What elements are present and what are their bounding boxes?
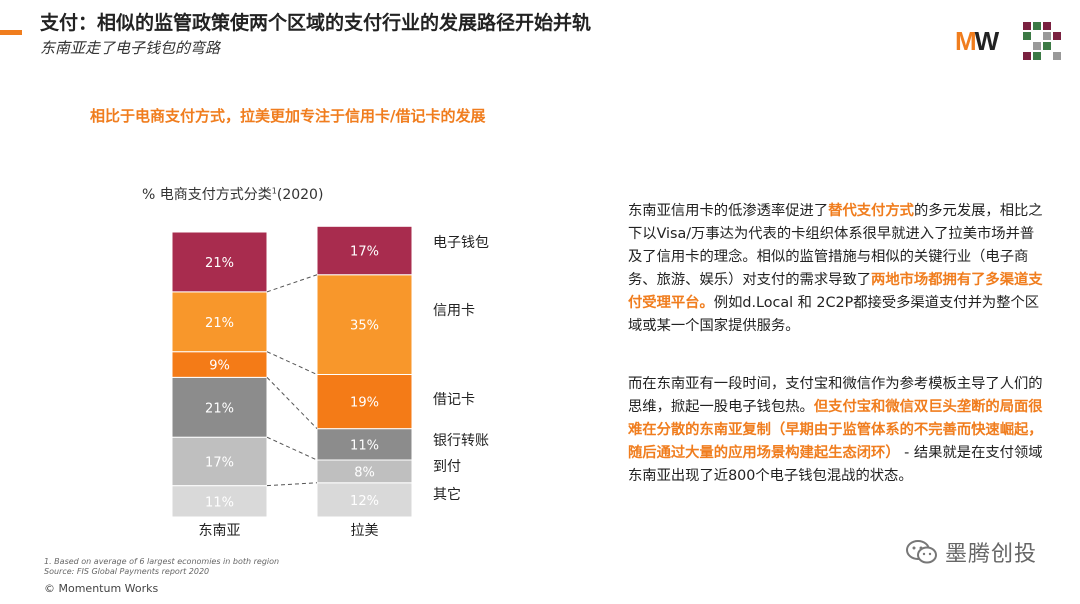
- chart-title-year: (2020): [276, 187, 324, 203]
- legend-label: 电子钱包: [433, 235, 489, 251]
- bar-value-label: 17%: [350, 245, 379, 260]
- connector-line: [266, 436, 318, 461]
- bar-segment-0-1: [171, 436, 268, 487]
- logo-grid-icon: [1023, 22, 1061, 60]
- p2-highlight-b: 但支付宝和微信双巨头垄断的局面很难在分散的东南亚复制（早期由于监管体系的不完善而…: [628, 399, 1043, 461]
- legend-label: 到付: [433, 459, 461, 475]
- bar-value-label: 21%: [205, 256, 234, 271]
- p1-highlight-b: 替代支付方式: [828, 203, 914, 219]
- legend-label: 借记卡: [433, 392, 475, 408]
- watermark-text: 墨腾创投: [945, 542, 1038, 567]
- p1-text-c: 的多元发展，相比之下以Visa/万事达为代表的卡组织体系很早就进入了拉美市场并普…: [628, 203, 1043, 288]
- bar-value-label: 19%: [350, 396, 379, 411]
- bar-value-label: 35%: [350, 319, 379, 334]
- body-paragraph-2: 而在东南亚有一段时间，支付宝和微信作为参考模板主导了人们的思维，掀起一股电子钱包…: [628, 373, 1043, 488]
- bar-segment-0-4: [171, 291, 268, 353]
- bar-value-label: 11%: [205, 495, 234, 510]
- p1-text-a: 东南亚信用卡的低渗透率促进了: [628, 203, 829, 219]
- p1-text-e: 例如d.Local 和 2C2P都接受多渠道支付并为整个区域或某一个国家提供服务…: [628, 295, 1040, 334]
- bar-value-label: 12%: [350, 494, 379, 509]
- bar-segment-0-0: [171, 485, 268, 518]
- page-subtitle: 东南亚走了电子钱包的弯路: [40, 39, 221, 57]
- bar-value-label: 21%: [205, 401, 234, 416]
- legend-label: 其它: [433, 486, 461, 503]
- connector-line: [266, 377, 318, 429]
- legend-label: 银行转账: [433, 433, 489, 449]
- bar-segment-0-2: [171, 376, 268, 438]
- bar-value-label: 21%: [205, 316, 234, 331]
- logo-letter-w: W: [974, 26, 1000, 56]
- p1-highlight-d: 两地市场都拥有了多渠道支付受理平台。: [628, 272, 1043, 311]
- body-paragraph-1: 东南亚信用卡的低渗透率促进了替代支付方式的多元发展，相比之下以Visa/万事达为…: [628, 200, 1043, 338]
- stacked-bar-chart: 11% 17% 21% 9% 21% 21% 东南亚 12% 8% 11% 19% 35% 17% 拉美 其…: [171, 225, 489, 539]
- bar-segment-1-5: [316, 225, 413, 276]
- bar-segment-1-4: [316, 274, 413, 375]
- chart-headline: 相比于电商支付方式，拉美更加专注于信用卡/借记卡的发展: [90, 107, 486, 125]
- connector-line: [266, 274, 318, 293]
- page-title: 支付：相似的监管政策使两个区域的支付行业的发展路径开始并轨: [40, 12, 592, 34]
- chart-title: % 电商支付方式分类1(2020): [142, 184, 323, 204]
- chart-title-footnote-mark: 1: [271, 186, 277, 196]
- p2-text-c: - 结果就是在支付领域东南亚出现了近800个电子钱包混战的状态。: [628, 445, 1043, 484]
- bar-value-label: 17%: [205, 455, 234, 470]
- title-accent-bar: [0, 30, 22, 35]
- category-label: 拉美: [351, 523, 379, 539]
- wechat-icon: [906, 540, 937, 564]
- bar-segment-1-2: [316, 428, 413, 461]
- bar-value-label: 9%: [209, 359, 230, 374]
- bar-segment-0-3: [171, 351, 268, 378]
- logo-letter-m: M: [955, 26, 977, 56]
- footnote-source: Source: FIS Global Payments report 2020: [44, 567, 210, 576]
- p2-text-a: 而在东南亚有一段时间，支付宝和微信作为参考模板主导了人们的思维，掀起一股电子钱包…: [628, 376, 1043, 415]
- legend-label: 信用卡: [433, 303, 475, 319]
- bar-segment-0-5: [171, 231, 268, 293]
- category-label: 东南亚: [199, 523, 241, 539]
- connector-line: [266, 482, 318, 487]
- momentum-works-logo: MW: [955, 26, 1000, 56]
- bar-value-label: 8%: [354, 465, 375, 480]
- copyright: © Momentum Works: [44, 582, 159, 595]
- footnote-1: 1. Based on average of 6 largest economi…: [44, 557, 280, 566]
- connector-line: [266, 351, 318, 375]
- chart-title-text: % 电商支付方式分类: [142, 187, 272, 203]
- wechat-watermark: 墨腾创投: [905, 536, 1037, 568]
- bar-value-label: 11%: [350, 438, 379, 453]
